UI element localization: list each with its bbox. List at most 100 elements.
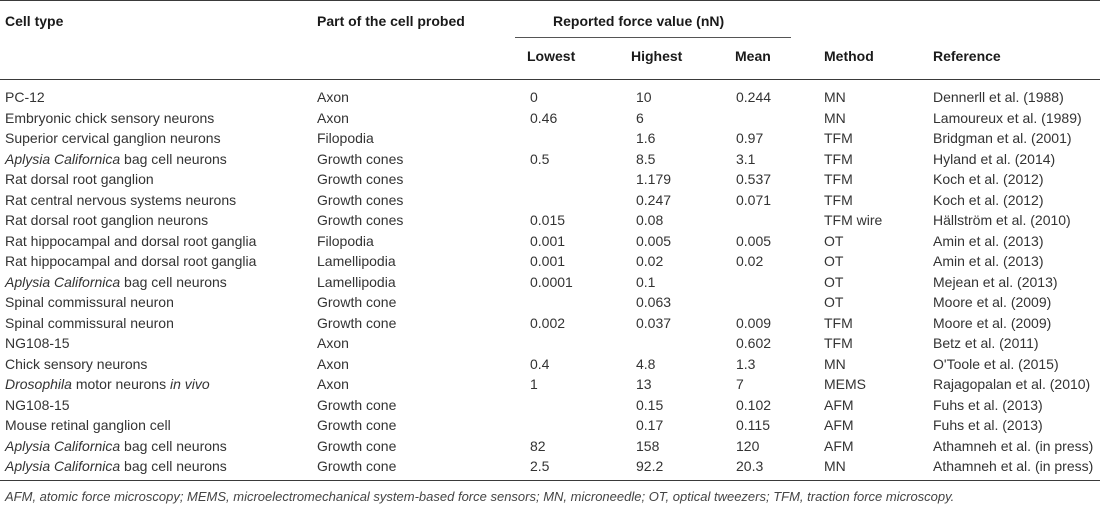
cell-type-cell: Rat hippocampal and dorsal root ganglia <box>5 251 256 272</box>
mean-cell: 20.3 <box>736 458 764 474</box>
cell-type-cell: Spinal commissural neuron <box>5 292 174 313</box>
cell-type-cell: NG108-15 <box>5 395 70 416</box>
cell-type-cell: PC-12 <box>5 87 45 108</box>
cell-type-text: NG108-15 <box>5 335 70 351</box>
reference-cell: Rajagopalan et al. (2010) <box>933 376 1091 392</box>
table-row: Rat dorsal root ganglion Growth cones 1.17… <box>0 169 1100 190</box>
reference-cell: Amin et al. (2013) <box>933 232 1044 249</box>
lowest-cell: 0.015 <box>530 212 566 228</box>
table-row: Superior cervical ganglion neurons Filopo… <box>0 128 1100 149</box>
cell-type-italic: Aplysia Californica <box>5 273 121 290</box>
cell-type-text: bag cell neurons <box>120 150 227 167</box>
highest-cell: 0.005 <box>636 232 672 249</box>
reference-cell: Moore et al. (2009) <box>933 294 1052 310</box>
highest-cell: 0.063 <box>636 294 672 310</box>
reference-cell: Fuhs et al. (2013) <box>933 396 1043 413</box>
mean-cell: 0.009 <box>736 314 772 331</box>
table-row: Aplysia Californica bag cell neurons Grow… <box>0 149 1100 170</box>
table-row: Aplysia Californica bag cell neurons Grow… <box>0 456 1100 477</box>
cell-type-italic: Drosophila <box>5 376 72 392</box>
method-cell: AFM <box>824 417 854 433</box>
mean-cell: 120 <box>736 437 760 454</box>
highest-cell: 158 <box>636 437 660 454</box>
reference-cell: O'Toole et al. (2015) <box>933 355 1059 372</box>
mean-cell: 0.102 <box>736 396 772 413</box>
table-row: Spinal commissural neuron Growth cone 0.00… <box>0 313 1100 334</box>
method-cell: MN <box>824 355 846 372</box>
highest-cell: 0.247 <box>636 191 672 208</box>
header-force-group: Reported force value (nN) <box>553 13 725 29</box>
cell-type-cell: Spinal commissural neuron <box>5 313 174 334</box>
table-row: Aplysia Californica bag cell neurons Lame… <box>0 272 1100 293</box>
top-rule <box>0 0 1100 1</box>
cell-type-text: Rat dorsal root ganglion <box>5 171 154 187</box>
header-reference: Reference <box>933 48 1001 64</box>
method-cell: TFM <box>824 191 853 208</box>
method-cell: MN <box>824 109 846 126</box>
table-row: Aplysia Californica bag cell neurons Grow… <box>0 436 1100 457</box>
method-cell: OT <box>824 294 844 310</box>
cell-type-cell: Rat dorsal root ganglion <box>5 169 154 190</box>
highest-cell: 0.02 <box>636 253 664 269</box>
reference-cell: Lamoureux et al. (1989) <box>933 109 1082 126</box>
cell-type-text: NG108-15 <box>5 396 70 413</box>
mean-cell: 1.3 <box>736 355 756 372</box>
part-cell: Axon <box>317 109 349 126</box>
method-cell: MN <box>824 89 846 105</box>
lowest-cell: 0 <box>530 89 538 105</box>
table-row: NG108-15 Growth cone 0.15 0.102 AFM Fuhs et a… <box>0 395 1100 416</box>
cell-type-text: PC-12 <box>5 89 45 105</box>
reference-cell: Dennerll et al. (1988) <box>933 89 1064 105</box>
table-row: Mouse retinal ganglion cell Growth cone 0.… <box>0 415 1100 436</box>
header-lowest: Lowest <box>527 48 576 64</box>
reference-cell: Athamneh et al. (in press) <box>933 437 1094 454</box>
cell-type-cell: Drosophila motor neurons in vivo <box>5 374 210 395</box>
cell-type-text: Spinal commissural neuron <box>5 314 174 331</box>
method-cell: TFM <box>824 335 853 351</box>
part-cell: Filopodia <box>317 232 374 249</box>
cell-type-text: Rat dorsal root ganglion neurons <box>5 212 209 228</box>
method-cell: OT <box>824 273 844 290</box>
cell-type-text: Rat hippocampal and dorsal root ganglia <box>5 232 257 249</box>
mean-cell: 0.602 <box>736 335 772 351</box>
highest-cell: 1.6 <box>636 130 656 146</box>
method-cell: OT <box>824 253 844 269</box>
method-cell: MN <box>824 458 846 474</box>
highest-cell: 92.2 <box>636 458 664 474</box>
mean-cell: 0.537 <box>736 171 772 187</box>
table-row: NG108-15 Axon 0.602 TFM Betz et al. (2011) <box>0 333 1100 354</box>
reference-cell: Moore et al. (2009) <box>933 314 1052 331</box>
lowest-cell: 0.002 <box>530 314 566 331</box>
highest-cell: 6 <box>636 109 644 126</box>
reference-cell: Hällström et al. (2010) <box>933 212 1071 228</box>
part-cell: Growth cone <box>317 396 397 413</box>
lowest-cell: 0.5 <box>530 150 550 167</box>
highest-cell: 0.037 <box>636 314 672 331</box>
highest-cell: 4.8 <box>636 355 656 372</box>
cell-type-text: bag cell neurons <box>120 273 227 290</box>
mean-cell: 3.1 <box>736 150 756 167</box>
cell-type-cell: Rat dorsal root ganglion neurons <box>5 210 208 231</box>
mean-cell: 0.005 <box>736 232 772 249</box>
cell-type-cell: NG108-15 <box>5 333 70 354</box>
bottom-rule <box>0 480 1100 481</box>
lowest-cell: 2.5 <box>530 458 550 474</box>
part-cell: Axon <box>317 376 349 392</box>
table-row: Drosophila motor neurons in vivo Axon 1 13 7… <box>0 374 1100 395</box>
table-row: Embryonic chick sensory neurons Axon 0.46 6… <box>0 108 1100 129</box>
table-row: Rat hippocampal and dorsal root ganglia F… <box>0 231 1100 252</box>
table-row: Rat dorsal root ganglion neurons Growth c… <box>0 210 1100 231</box>
mean-cell: 0.115 <box>736 417 770 433</box>
highest-cell: 1.179 <box>636 171 672 187</box>
header-highest: Highest <box>631 48 683 64</box>
mean-cell: 0.244 <box>736 89 772 105</box>
reference-cell: Betz et al. (2011) <box>933 335 1039 351</box>
reference-cell: Koch et al. (2012) <box>933 171 1044 187</box>
mean-cell: 0.02 <box>736 253 764 269</box>
cell-type-cell: Aplysia Californica bag cell neurons <box>5 456 227 477</box>
header-rule <box>0 79 1100 80</box>
method-cell: TFM <box>824 171 853 187</box>
method-cell: TFM <box>824 150 853 167</box>
cell-type-text: Mouse retinal ganglion cell <box>5 417 171 433</box>
part-cell: Growth cone <box>317 417 397 433</box>
